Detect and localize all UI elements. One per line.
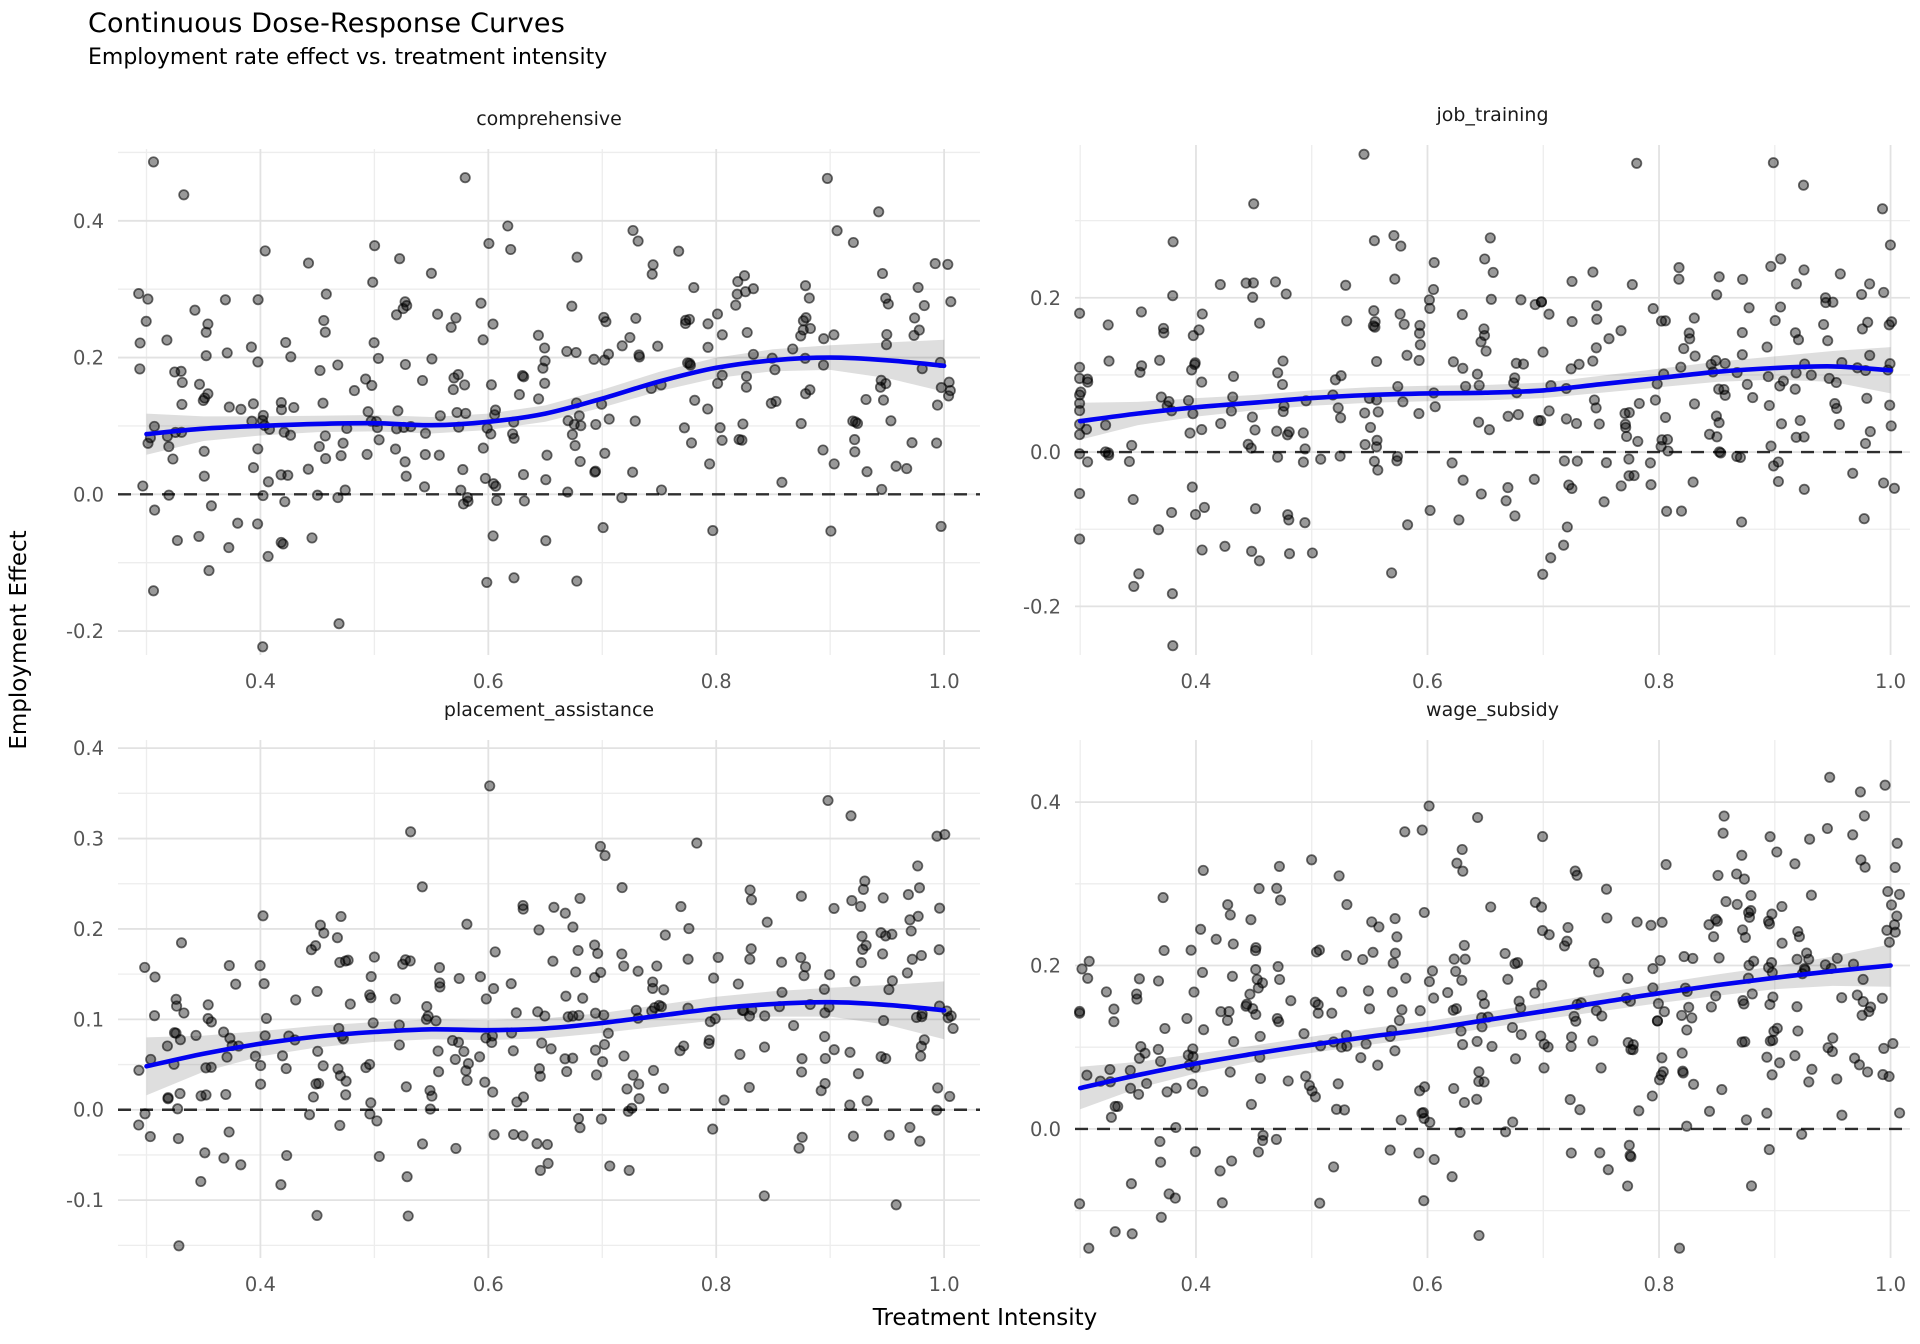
x-tick-label: 0.4: [1180, 670, 1211, 693]
chart-title: Continuous Dose-Response Curves: [88, 8, 565, 39]
facet-placement_assistance-chart: placement_assistance -0.1 0.0 0.1 0.2 0.3 0.4 0…: [66, 699, 980, 1296]
scatter-points: [1074, 771, 1906, 1254]
facet-title: job_training: [1435, 104, 1548, 126]
confidence-ribbon: [146, 339, 945, 455]
x-tick-label: 1.0: [929, 1273, 960, 1296]
y-tick-label: 0.2: [73, 918, 104, 941]
y-tick-label: 0.0: [1030, 441, 1061, 464]
y-tick-label: 0.4: [1030, 791, 1061, 814]
scatter-points: [133, 780, 959, 1252]
gridlines: [118, 149, 980, 655]
y-tick-label: 0.0: [1030, 1118, 1061, 1141]
x-tick-label: 0.4: [245, 1273, 276, 1296]
smooth-curve: [1077, 364, 1893, 424]
x-tick-label: 0.6: [473, 670, 504, 693]
scatter-points: [1074, 148, 1900, 652]
x-tick-label: 0.4: [245, 670, 276, 693]
x-tick-label: 0.8: [701, 670, 732, 693]
facet-wage_subsidy-chart: wage_subsidy 0.0 0.2 0.4 0.4 0.6 0.8 1.0: [1030, 699, 1910, 1296]
scatter-points: [133, 156, 957, 653]
confidence-ribbon: [146, 981, 945, 1096]
facet-title: wage_subsidy: [1426, 699, 1559, 721]
x-tick-label: 0.4: [1180, 1273, 1211, 1296]
x-tick-label: 0.6: [473, 1273, 504, 1296]
y-tick-label: 0.3: [73, 828, 104, 851]
x-tick-label: 0.8: [1644, 1273, 1675, 1296]
y-tick-label: -0.2: [1023, 595, 1061, 618]
facet-job_training-chart: job_training -0.2 0.0 0.2 0.4 0.6 0.8 1.0: [1023, 104, 1910, 693]
y-tick-label: 0.2: [1030, 287, 1061, 310]
y-tick-label: 0.4: [73, 737, 104, 760]
y-axis-label: Employment Effect: [6, 530, 32, 750]
smooth-curve: [1077, 963, 1893, 1091]
facet-title: placement_assistance: [444, 699, 654, 721]
facet-comprehensive-chart: comprehensive -0.2 0.0 0.2 0.4 0.4 0.6 0.8 1.0: [66, 108, 980, 693]
x-tick-label: 0.6: [1412, 670, 1443, 693]
x-tick-label: 0.8: [1644, 670, 1675, 693]
y-tick-label: -0.1: [66, 1189, 104, 1212]
y-tick-label: 0.1: [73, 1008, 104, 1031]
x-tick-label: 1.0: [1875, 670, 1906, 693]
y-tick-label: 0.2: [73, 347, 104, 370]
x-tick-label: 0.6: [1412, 1273, 1443, 1296]
y-tick-label: 0.2: [1030, 955, 1061, 978]
y-tick-label: -0.2: [66, 620, 104, 643]
x-tick-label: 0.8: [701, 1273, 732, 1296]
y-tick-label: 0.4: [73, 210, 104, 233]
smooth-curve: [144, 999, 947, 1069]
x-tick-label: 1.0: [929, 670, 960, 693]
chart-subtitle: Employment rate effect vs. treatment int…: [88, 45, 608, 70]
y-tick-label: 0.0: [73, 483, 104, 506]
gridlines: [1075, 740, 1910, 1258]
smooth-curve: [144, 355, 947, 437]
confidence-ribbon: [1080, 944, 1891, 1110]
gridlines: [118, 740, 980, 1258]
y-tick-label: 0.0: [73, 1099, 104, 1122]
x-axis-label: Treatment Intensity: [872, 1305, 1098, 1331]
x-tick-label: 1.0: [1875, 1273, 1906, 1296]
facet-title: comprehensive: [476, 108, 622, 130]
